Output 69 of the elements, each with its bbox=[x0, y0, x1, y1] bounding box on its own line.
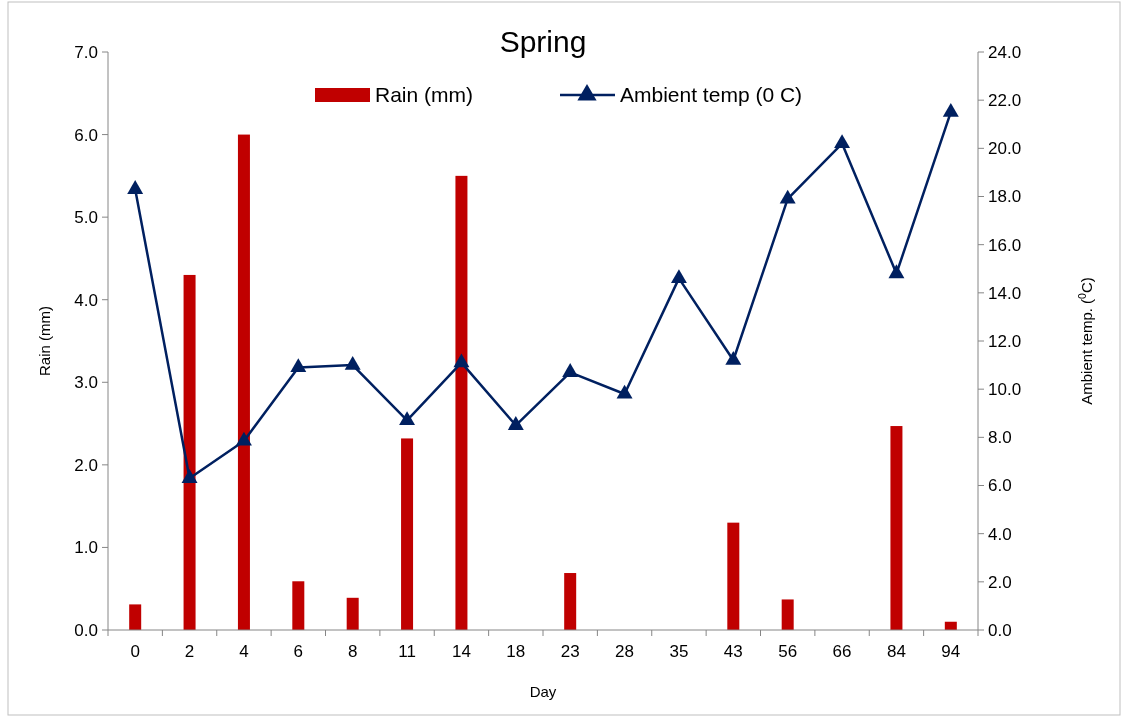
x-tick-label: 94 bbox=[941, 642, 961, 661]
point bbox=[779, 189, 796, 204]
point bbox=[562, 363, 579, 377]
y-tick-label: 4.0 bbox=[74, 290, 98, 310]
x-tick-label: 18 bbox=[506, 642, 526, 661]
y-tick-label: 6.0 bbox=[74, 125, 98, 145]
point bbox=[290, 358, 307, 373]
y2-tick-label: 22.0 bbox=[988, 91, 1022, 111]
bar bbox=[183, 274, 196, 630]
y-tick-label: 1.0 bbox=[74, 538, 98, 558]
point bbox=[616, 384, 633, 399]
bar bbox=[727, 522, 740, 630]
x-tick-label: 6 bbox=[293, 642, 304, 661]
point bbox=[942, 103, 959, 117]
y2-tick-label: 14.0 bbox=[988, 283, 1022, 303]
y-tick-label: 3.0 bbox=[74, 373, 98, 393]
y2-tick-label: 16.0 bbox=[988, 235, 1022, 255]
x-axis-title: Day bbox=[529, 683, 557, 700]
point bbox=[888, 264, 905, 279]
legend-label: Rain (mm) bbox=[375, 83, 473, 107]
x-tick-label: 4 bbox=[239, 642, 249, 661]
y2-tick-label: 8.0 bbox=[988, 428, 1012, 448]
point bbox=[670, 269, 687, 283]
x-tick-label: 84 bbox=[886, 642, 906, 661]
y2-tick-label: 12.0 bbox=[988, 331, 1022, 351]
bar bbox=[346, 597, 359, 630]
y2-tick-label: 0.0 bbox=[988, 620, 1012, 640]
y2-tick-label: 4.0 bbox=[988, 524, 1012, 544]
point bbox=[399, 411, 416, 426]
bar bbox=[455, 175, 468, 630]
bar bbox=[564, 573, 577, 630]
x-tick-label: 56 bbox=[778, 642, 798, 661]
y-tick-label: 5.0 bbox=[74, 208, 98, 228]
y-tick-label: 7.0 bbox=[74, 42, 98, 62]
x-tick-label: 2 bbox=[184, 642, 195, 661]
point bbox=[344, 355, 361, 370]
y2-tick-label: 18.0 bbox=[988, 187, 1022, 207]
y2-tick-label: 20.0 bbox=[988, 139, 1022, 159]
y-tick-label: 2.0 bbox=[74, 455, 98, 475]
x-tick-label: 28 bbox=[615, 642, 635, 661]
point bbox=[507, 416, 524, 430]
x-tick-label: 0 bbox=[130, 642, 140, 661]
x-tick-label: 35 bbox=[669, 642, 689, 661]
bar bbox=[890, 426, 903, 630]
x-tick-label: 23 bbox=[560, 642, 580, 661]
y-tick-label: 0.0 bbox=[74, 620, 98, 640]
point bbox=[834, 134, 851, 149]
x-tick-label: 8 bbox=[347, 642, 358, 661]
y2-tick-label: 10.0 bbox=[988, 380, 1022, 400]
x-tick-label: 66 bbox=[832, 642, 852, 661]
bar bbox=[781, 599, 794, 630]
bar bbox=[237, 134, 250, 630]
point bbox=[725, 351, 742, 365]
bar bbox=[129, 604, 142, 630]
bar bbox=[401, 438, 414, 630]
x-tick-label: 14 bbox=[451, 642, 471, 661]
y2-tick-label: 2.0 bbox=[988, 572, 1012, 592]
legend-label: Ambient temp (0 C) bbox=[620, 83, 803, 107]
y-axis-title: Rain (mm) bbox=[36, 306, 53, 376]
y2-tick-label: 6.0 bbox=[988, 476, 1012, 496]
x-tick-label: 43 bbox=[723, 642, 743, 661]
chart-title: Spring bbox=[499, 25, 587, 58]
point bbox=[127, 180, 144, 194]
y2-tick-label: 24.0 bbox=[988, 42, 1022, 62]
x-tick-label: 11 bbox=[398, 642, 416, 661]
point bbox=[235, 431, 252, 446]
bar bbox=[292, 581, 305, 630]
point bbox=[453, 353, 470, 368]
point bbox=[181, 469, 198, 483]
